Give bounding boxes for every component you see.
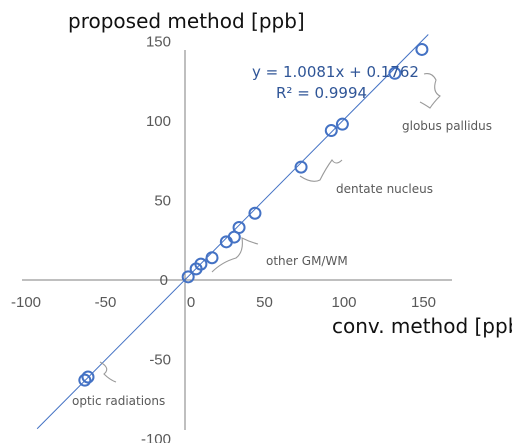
y-tick-label: 50 (154, 193, 171, 210)
brace-dentate-nucleus (299, 159, 343, 182)
y-tick-label: -100 (141, 431, 171, 443)
brace-other-gm-wm (211, 237, 259, 273)
y-tick-label: -50 (149, 352, 171, 369)
data-point (205, 251, 219, 265)
y-tick-label: 0 (160, 272, 168, 289)
trendline-equation: y = 1.0081x + 0.1762 (252, 63, 419, 81)
annotation-dentate-nucleus: dentate nucleus (336, 182, 433, 196)
x-tick-label: 0 (187, 294, 195, 311)
data-point (415, 42, 429, 56)
annotation-globus-pallidus: globus pallidus (402, 119, 492, 133)
data-point (81, 370, 95, 384)
x-tick-labels: -100 -50 0 50 100 150 (11, 294, 436, 311)
data-point (78, 373, 92, 387)
x-tick-label: 100 (331, 294, 356, 311)
annotation-optic-radiations: optic radiations (72, 394, 165, 408)
trendline-r2: R² = 0.9994 (276, 84, 367, 102)
x-tick-label: -50 (95, 294, 117, 311)
brace-globus-pallidus (419, 73, 441, 109)
y-tick-labels: -100 -50 0 50 100 150 (141, 34, 171, 443)
data-point (248, 206, 262, 220)
data-point (194, 257, 208, 271)
x-tick-label: -100 (11, 294, 41, 311)
data-point (232, 221, 246, 235)
data-point (388, 66, 402, 80)
y-tick-label: 100 (146, 113, 171, 130)
y-tick-label: 150 (146, 34, 171, 51)
data-point (294, 160, 308, 174)
axes (22, 50, 452, 430)
data-point (181, 270, 195, 284)
data-points (78, 42, 429, 387)
data-point (324, 124, 338, 138)
annotation-other-gm-wm: other GM/WM (266, 254, 348, 268)
x-tick-label: 50 (256, 294, 273, 311)
x-axis-title: conv. method [ppb] (332, 314, 512, 338)
brace-optic-radiations (99, 361, 117, 383)
data-point (335, 117, 349, 131)
x-tick-label: 150 (411, 294, 436, 311)
y-axis-title: proposed method [ppb] (68, 9, 305, 33)
annotation-braces (99, 73, 441, 383)
